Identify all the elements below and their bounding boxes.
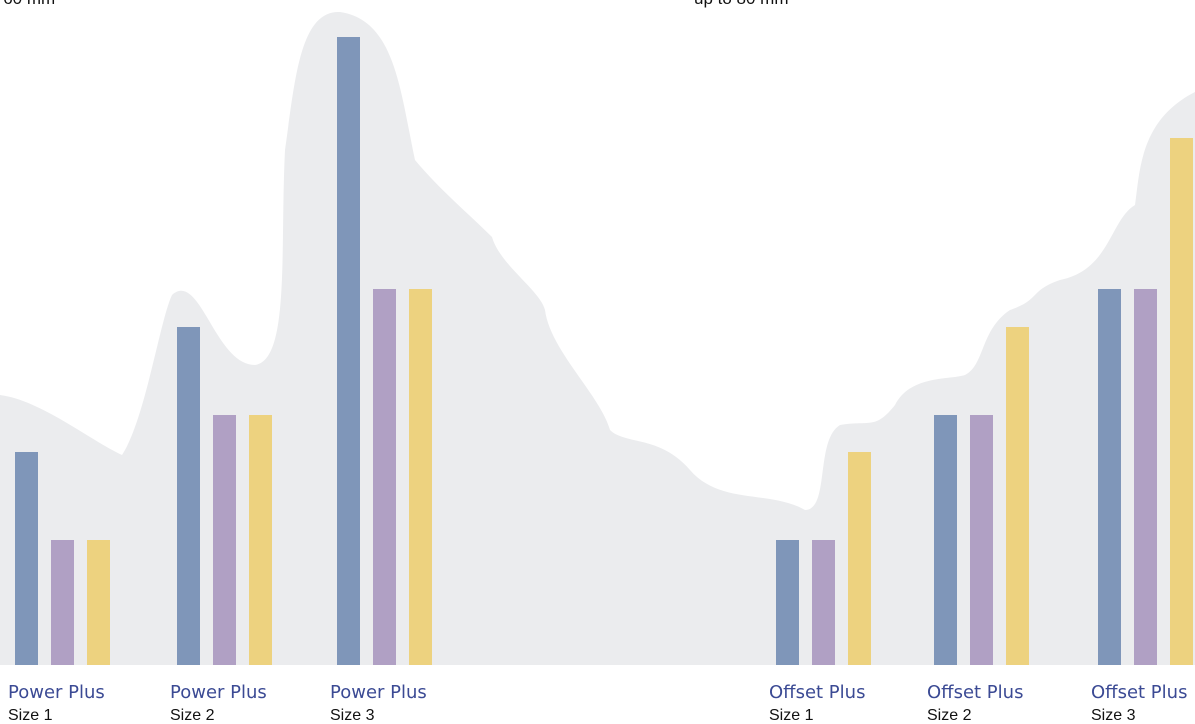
- category-label: Power Plus: [330, 682, 427, 703]
- subcategory-label: Size 1: [769, 707, 814, 724]
- subcategory-label: Size 2: [170, 707, 215, 724]
- annotation: up to 80 mm: [694, 0, 789, 8]
- bar: [87, 540, 110, 665]
- bar: [1006, 327, 1029, 665]
- subcategory-label: Size 2: [927, 707, 972, 724]
- bar: [409, 289, 432, 665]
- subcategory-label: Size 1: [8, 707, 53, 724]
- bar: [1170, 138, 1193, 665]
- background-silhouette: [0, 11, 1195, 666]
- bar: [848, 452, 871, 665]
- bar: [15, 452, 38, 665]
- category-label: Power Plus: [8, 682, 105, 703]
- bar: [373, 289, 396, 665]
- category-label: Offset Plus: [927, 682, 1023, 703]
- subcategory-label: Size 3: [1091, 707, 1136, 724]
- category-label: Power Plus: [170, 682, 267, 703]
- bar: [1134, 289, 1157, 665]
- category-label: Offset Plus: [769, 682, 865, 703]
- bar: [812, 540, 835, 665]
- annotation: s 60 mm: [0, 0, 55, 8]
- bar: [1098, 289, 1121, 665]
- category-label: Offset Plus: [1091, 682, 1187, 703]
- bar: [213, 415, 236, 665]
- bar: [51, 540, 74, 665]
- bar: [776, 540, 799, 665]
- bar: [249, 415, 272, 665]
- subcategory-label: Size 3: [330, 707, 375, 724]
- bar: [934, 415, 957, 665]
- bar: [970, 415, 993, 665]
- bar: [177, 327, 200, 665]
- bar: [337, 37, 360, 665]
